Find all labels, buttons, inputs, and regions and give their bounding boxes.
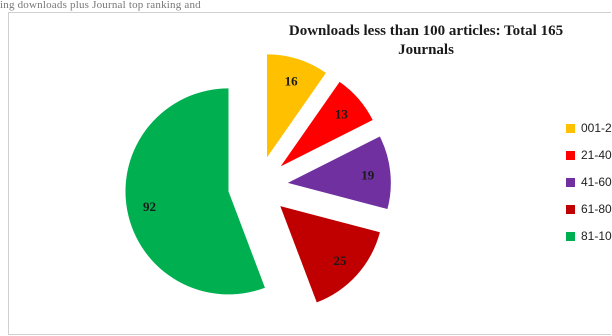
pie-slice-61-80: [280, 206, 380, 303]
legend-swatch-81-100: [566, 231, 575, 241]
data-label-61-80: 25: [333, 253, 347, 268]
legend-item-61-80: 61-80: [566, 201, 612, 217]
pie-slice-81-100: [125, 88, 265, 295]
legend-label-81-100: 81-100: [581, 229, 612, 243]
pie-slice-21-40: [280, 81, 373, 167]
legend-label-41-60: 41-60: [581, 175, 612, 189]
data-label-81-100: 92: [143, 199, 156, 214]
legend-label-21-40: 21-40: [581, 148, 612, 162]
data-label-21-40: 13: [335, 107, 349, 122]
pie-slice-41-60: [287, 136, 391, 210]
legend-swatch-001-20: [566, 123, 575, 133]
data-label-001-20: 16: [285, 74, 299, 89]
cropped-caption-text: ing downloads plus Journal top ranking a…: [0, 0, 201, 11]
data-label-41-60: 19: [361, 167, 375, 182]
pie-slice-001-20: [266, 54, 326, 158]
legend-item-21-40: 21-40: [566, 147, 612, 163]
chart-title: Downloads less than 100 articles: Total …: [288, 23, 564, 58]
chart-legend: 001-20 21-40 41-60 61-80 81-100: [566, 120, 612, 255]
legend-label-61-80: 61-80: [581, 202, 612, 216]
legend-item-001-20: 001-20: [566, 120, 612, 136]
legend-swatch-21-40: [566, 150, 575, 160]
legend-item-81-100: 81-100: [566, 228, 612, 244]
legend-item-41-60: 41-60: [566, 174, 612, 190]
chart-frame: [8, 12, 611, 335]
legend-label-001-20: 001-20: [581, 121, 612, 135]
legend-swatch-41-60: [566, 177, 575, 187]
legend-swatch-61-80: [566, 204, 575, 214]
